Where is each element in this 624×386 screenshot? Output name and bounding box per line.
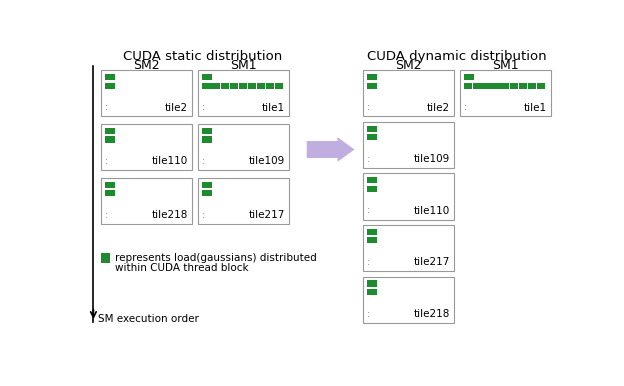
Text: CUDA dynamic distribution: CUDA dynamic distribution xyxy=(367,50,547,63)
Bar xyxy=(363,276,454,323)
Bar xyxy=(202,182,212,188)
Text: :: : xyxy=(367,257,370,267)
Text: tile1: tile1 xyxy=(524,103,547,113)
Text: :: : xyxy=(202,156,205,166)
Bar xyxy=(367,237,377,244)
Text: represents load(gaussians) distributed: represents load(gaussians) distributed xyxy=(115,254,317,264)
Bar xyxy=(198,178,289,224)
Text: :: : xyxy=(105,102,108,112)
Bar xyxy=(491,83,500,89)
Bar xyxy=(482,83,490,89)
Bar xyxy=(363,122,454,168)
Bar xyxy=(464,74,474,80)
Bar xyxy=(101,178,192,224)
Text: SM1: SM1 xyxy=(492,59,519,73)
Bar xyxy=(238,83,247,89)
Text: tile218: tile218 xyxy=(152,210,188,220)
Bar xyxy=(266,83,274,89)
Bar xyxy=(275,83,283,89)
Text: :: : xyxy=(367,102,370,112)
Text: SM execution order: SM execution order xyxy=(98,314,199,324)
Bar xyxy=(367,186,377,192)
Bar xyxy=(105,182,115,188)
Text: tile2: tile2 xyxy=(427,103,450,113)
Bar xyxy=(248,83,256,89)
Bar xyxy=(202,74,212,80)
Bar xyxy=(105,74,115,80)
Bar xyxy=(363,173,454,220)
Text: :: : xyxy=(202,102,205,112)
Text: tile2: tile2 xyxy=(165,103,188,113)
Bar xyxy=(198,124,289,170)
Bar xyxy=(367,229,377,235)
Bar xyxy=(101,70,192,117)
Bar xyxy=(528,83,536,89)
Bar xyxy=(367,83,377,89)
Text: :: : xyxy=(367,154,370,164)
Bar xyxy=(257,83,265,89)
Bar xyxy=(105,190,115,196)
Text: SM2: SM2 xyxy=(134,59,160,73)
Text: SM1: SM1 xyxy=(230,59,257,73)
Text: tile218: tile218 xyxy=(414,309,450,319)
Bar xyxy=(367,74,377,80)
Text: tile109: tile109 xyxy=(249,156,285,166)
Text: :: : xyxy=(105,156,108,166)
Text: tile110: tile110 xyxy=(152,156,188,166)
Text: tile110: tile110 xyxy=(414,206,450,216)
Bar xyxy=(537,83,545,89)
Text: tile109: tile109 xyxy=(414,154,450,164)
Text: within CUDA thread block: within CUDA thread block xyxy=(115,263,248,273)
Bar xyxy=(464,83,472,89)
Bar xyxy=(202,128,212,134)
Bar xyxy=(105,128,115,134)
Bar xyxy=(367,280,377,286)
Bar xyxy=(367,134,377,140)
Bar xyxy=(101,124,192,170)
Text: :: : xyxy=(367,308,370,318)
Bar xyxy=(473,83,482,89)
Bar xyxy=(198,70,289,117)
Text: :: : xyxy=(105,210,108,220)
Bar xyxy=(510,83,518,89)
Text: tile217: tile217 xyxy=(414,257,450,267)
Text: tile217: tile217 xyxy=(249,210,285,220)
Bar xyxy=(230,83,238,89)
Text: :: : xyxy=(202,210,205,220)
Text: tile1: tile1 xyxy=(262,103,285,113)
FancyArrow shape xyxy=(307,137,354,162)
Bar xyxy=(363,70,454,117)
Bar xyxy=(202,190,212,196)
Text: CUDA static distribution: CUDA static distribution xyxy=(123,50,283,63)
Bar xyxy=(212,83,220,89)
Text: SM2: SM2 xyxy=(395,59,422,73)
Bar xyxy=(460,70,551,117)
Bar xyxy=(220,83,229,89)
Bar xyxy=(367,177,377,183)
Bar xyxy=(367,125,377,132)
Bar xyxy=(202,136,212,142)
Bar xyxy=(367,289,377,295)
Bar xyxy=(105,83,115,89)
Bar xyxy=(519,83,527,89)
Text: :: : xyxy=(367,205,370,215)
Bar xyxy=(202,83,211,89)
Bar xyxy=(363,225,454,271)
Bar xyxy=(500,83,509,89)
Text: :: : xyxy=(464,102,467,112)
Bar xyxy=(101,254,110,263)
Bar xyxy=(105,136,115,142)
